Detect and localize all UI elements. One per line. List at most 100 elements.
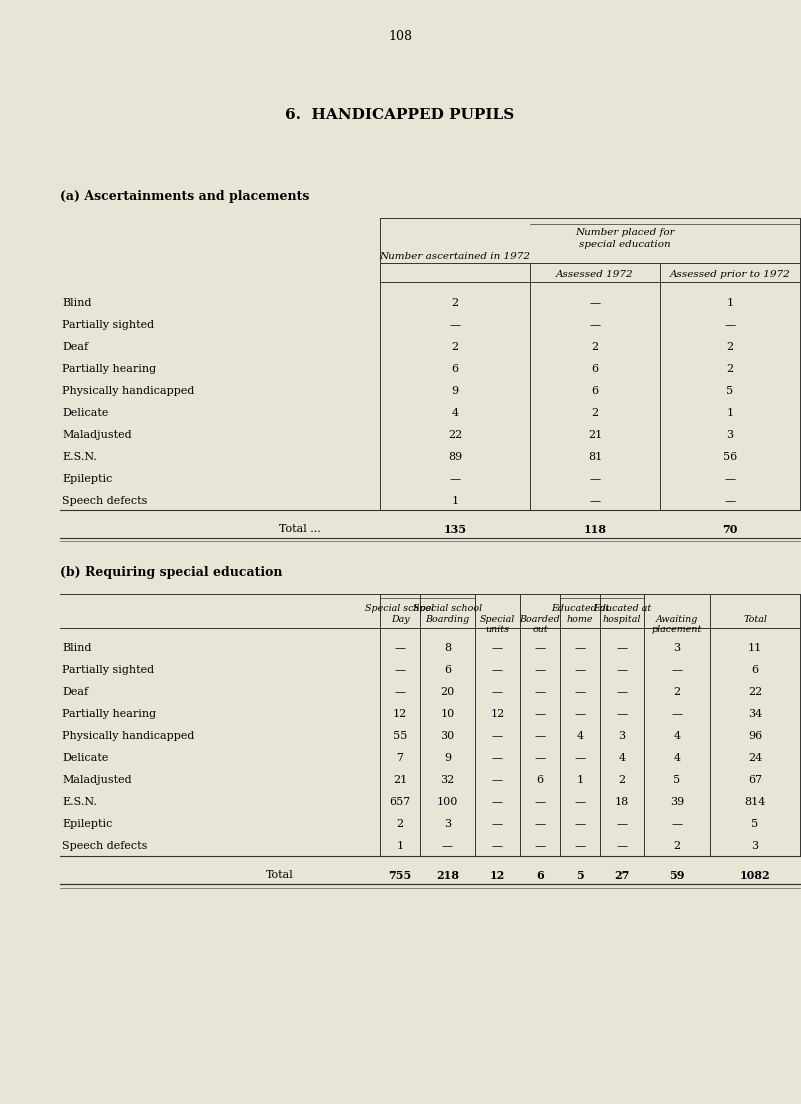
Text: 6: 6 bbox=[444, 665, 451, 675]
Text: 39: 39 bbox=[670, 797, 684, 807]
Text: 118: 118 bbox=[583, 524, 606, 535]
Text: Day: Day bbox=[391, 615, 409, 624]
Text: special education: special education bbox=[579, 240, 670, 250]
Text: Boarded
out: Boarded out bbox=[520, 615, 561, 635]
Text: —: — bbox=[534, 731, 545, 741]
Text: 21: 21 bbox=[392, 775, 407, 785]
Text: 1: 1 bbox=[727, 408, 734, 418]
Text: 135: 135 bbox=[444, 524, 466, 535]
Text: —: — bbox=[590, 298, 601, 308]
Text: Special
units: Special units bbox=[480, 615, 515, 635]
Text: —: — bbox=[534, 753, 545, 763]
Text: 1: 1 bbox=[577, 775, 584, 785]
Text: Partially hearing: Partially hearing bbox=[62, 709, 156, 719]
Text: —: — bbox=[534, 709, 545, 719]
Text: 657: 657 bbox=[389, 797, 411, 807]
Text: 755: 755 bbox=[388, 870, 412, 881]
Text: Blind: Blind bbox=[62, 298, 91, 308]
Text: 70: 70 bbox=[723, 524, 738, 535]
Text: 5: 5 bbox=[727, 386, 734, 396]
Text: Educated at: Educated at bbox=[551, 604, 609, 613]
Text: 6: 6 bbox=[751, 665, 759, 675]
Text: Number placed for: Number placed for bbox=[575, 229, 674, 237]
Text: 5: 5 bbox=[751, 819, 759, 829]
Text: Special school: Special school bbox=[413, 604, 482, 613]
Text: 3: 3 bbox=[751, 841, 759, 851]
Text: 18: 18 bbox=[615, 797, 629, 807]
Text: —: — bbox=[394, 665, 405, 675]
Text: Educated at: Educated at bbox=[593, 604, 651, 613]
Text: Number ascertained in 1972: Number ascertained in 1972 bbox=[380, 252, 530, 261]
Text: Deaf: Deaf bbox=[62, 687, 88, 697]
Text: —: — bbox=[617, 665, 627, 675]
Text: —: — bbox=[449, 474, 461, 484]
Text: 2: 2 bbox=[591, 342, 598, 352]
Text: 100: 100 bbox=[437, 797, 458, 807]
Text: 89: 89 bbox=[448, 452, 462, 461]
Text: 4: 4 bbox=[674, 753, 681, 763]
Text: 108: 108 bbox=[388, 30, 412, 43]
Text: —: — bbox=[394, 687, 405, 697]
Text: 27: 27 bbox=[614, 870, 630, 881]
Text: —: — bbox=[574, 643, 586, 652]
Text: 2: 2 bbox=[674, 841, 681, 851]
Text: —: — bbox=[492, 797, 503, 807]
Text: 4: 4 bbox=[674, 731, 681, 741]
Text: —: — bbox=[492, 643, 503, 652]
Text: 96: 96 bbox=[748, 731, 762, 741]
Text: —: — bbox=[492, 731, 503, 741]
Text: Speech defects: Speech defects bbox=[62, 496, 147, 506]
Text: —: — bbox=[394, 643, 405, 652]
Text: —: — bbox=[671, 709, 682, 719]
Text: 3: 3 bbox=[727, 429, 734, 440]
Text: home: home bbox=[567, 615, 594, 624]
Text: —: — bbox=[534, 643, 545, 652]
Text: 1: 1 bbox=[727, 298, 734, 308]
Text: Maladjusted: Maladjusted bbox=[62, 429, 131, 440]
Text: Assessed prior to 1972: Assessed prior to 1972 bbox=[670, 270, 791, 279]
Text: 2: 2 bbox=[452, 298, 458, 308]
Text: 2: 2 bbox=[591, 408, 598, 418]
Text: —: — bbox=[534, 819, 545, 829]
Text: 6: 6 bbox=[591, 364, 598, 374]
Text: 1: 1 bbox=[452, 496, 458, 506]
Text: 22: 22 bbox=[448, 429, 462, 440]
Text: 67: 67 bbox=[748, 775, 762, 785]
Text: (a) Ascertainments and placements: (a) Ascertainments and placements bbox=[60, 190, 309, 203]
Text: 4: 4 bbox=[618, 753, 626, 763]
Text: E.S.N.: E.S.N. bbox=[62, 797, 97, 807]
Text: 81: 81 bbox=[588, 452, 602, 461]
Text: 5: 5 bbox=[674, 775, 681, 785]
Text: 12: 12 bbox=[490, 870, 505, 881]
Text: Delicate: Delicate bbox=[62, 753, 108, 763]
Text: Epileptic: Epileptic bbox=[62, 819, 112, 829]
Text: Special school: Special school bbox=[365, 604, 435, 613]
Text: 2: 2 bbox=[727, 342, 734, 352]
Text: 34: 34 bbox=[748, 709, 762, 719]
Text: 3: 3 bbox=[444, 819, 451, 829]
Text: 22: 22 bbox=[748, 687, 762, 697]
Text: Speech defects: Speech defects bbox=[62, 841, 147, 851]
Text: —: — bbox=[617, 709, 627, 719]
Text: —: — bbox=[534, 797, 545, 807]
Text: Awaiting
placement: Awaiting placement bbox=[652, 615, 702, 635]
Text: 10: 10 bbox=[441, 709, 455, 719]
Text: hospital: hospital bbox=[603, 615, 641, 624]
Text: —: — bbox=[590, 320, 601, 330]
Text: 56: 56 bbox=[723, 452, 737, 461]
Text: —: — bbox=[617, 819, 627, 829]
Text: 12: 12 bbox=[392, 709, 407, 719]
Text: —: — bbox=[617, 687, 627, 697]
Text: —: — bbox=[724, 474, 735, 484]
Text: 4: 4 bbox=[577, 731, 584, 741]
Text: 6.  HANDICAPPED PUPILS: 6. HANDICAPPED PUPILS bbox=[285, 108, 514, 123]
Text: —: — bbox=[574, 797, 586, 807]
Text: 2: 2 bbox=[727, 364, 734, 374]
Text: —: — bbox=[617, 841, 627, 851]
Text: 218: 218 bbox=[436, 870, 459, 881]
Text: 6: 6 bbox=[591, 386, 598, 396]
Text: 6: 6 bbox=[537, 775, 544, 785]
Text: —: — bbox=[617, 643, 627, 652]
Text: —: — bbox=[724, 496, 735, 506]
Text: 1: 1 bbox=[396, 841, 404, 851]
